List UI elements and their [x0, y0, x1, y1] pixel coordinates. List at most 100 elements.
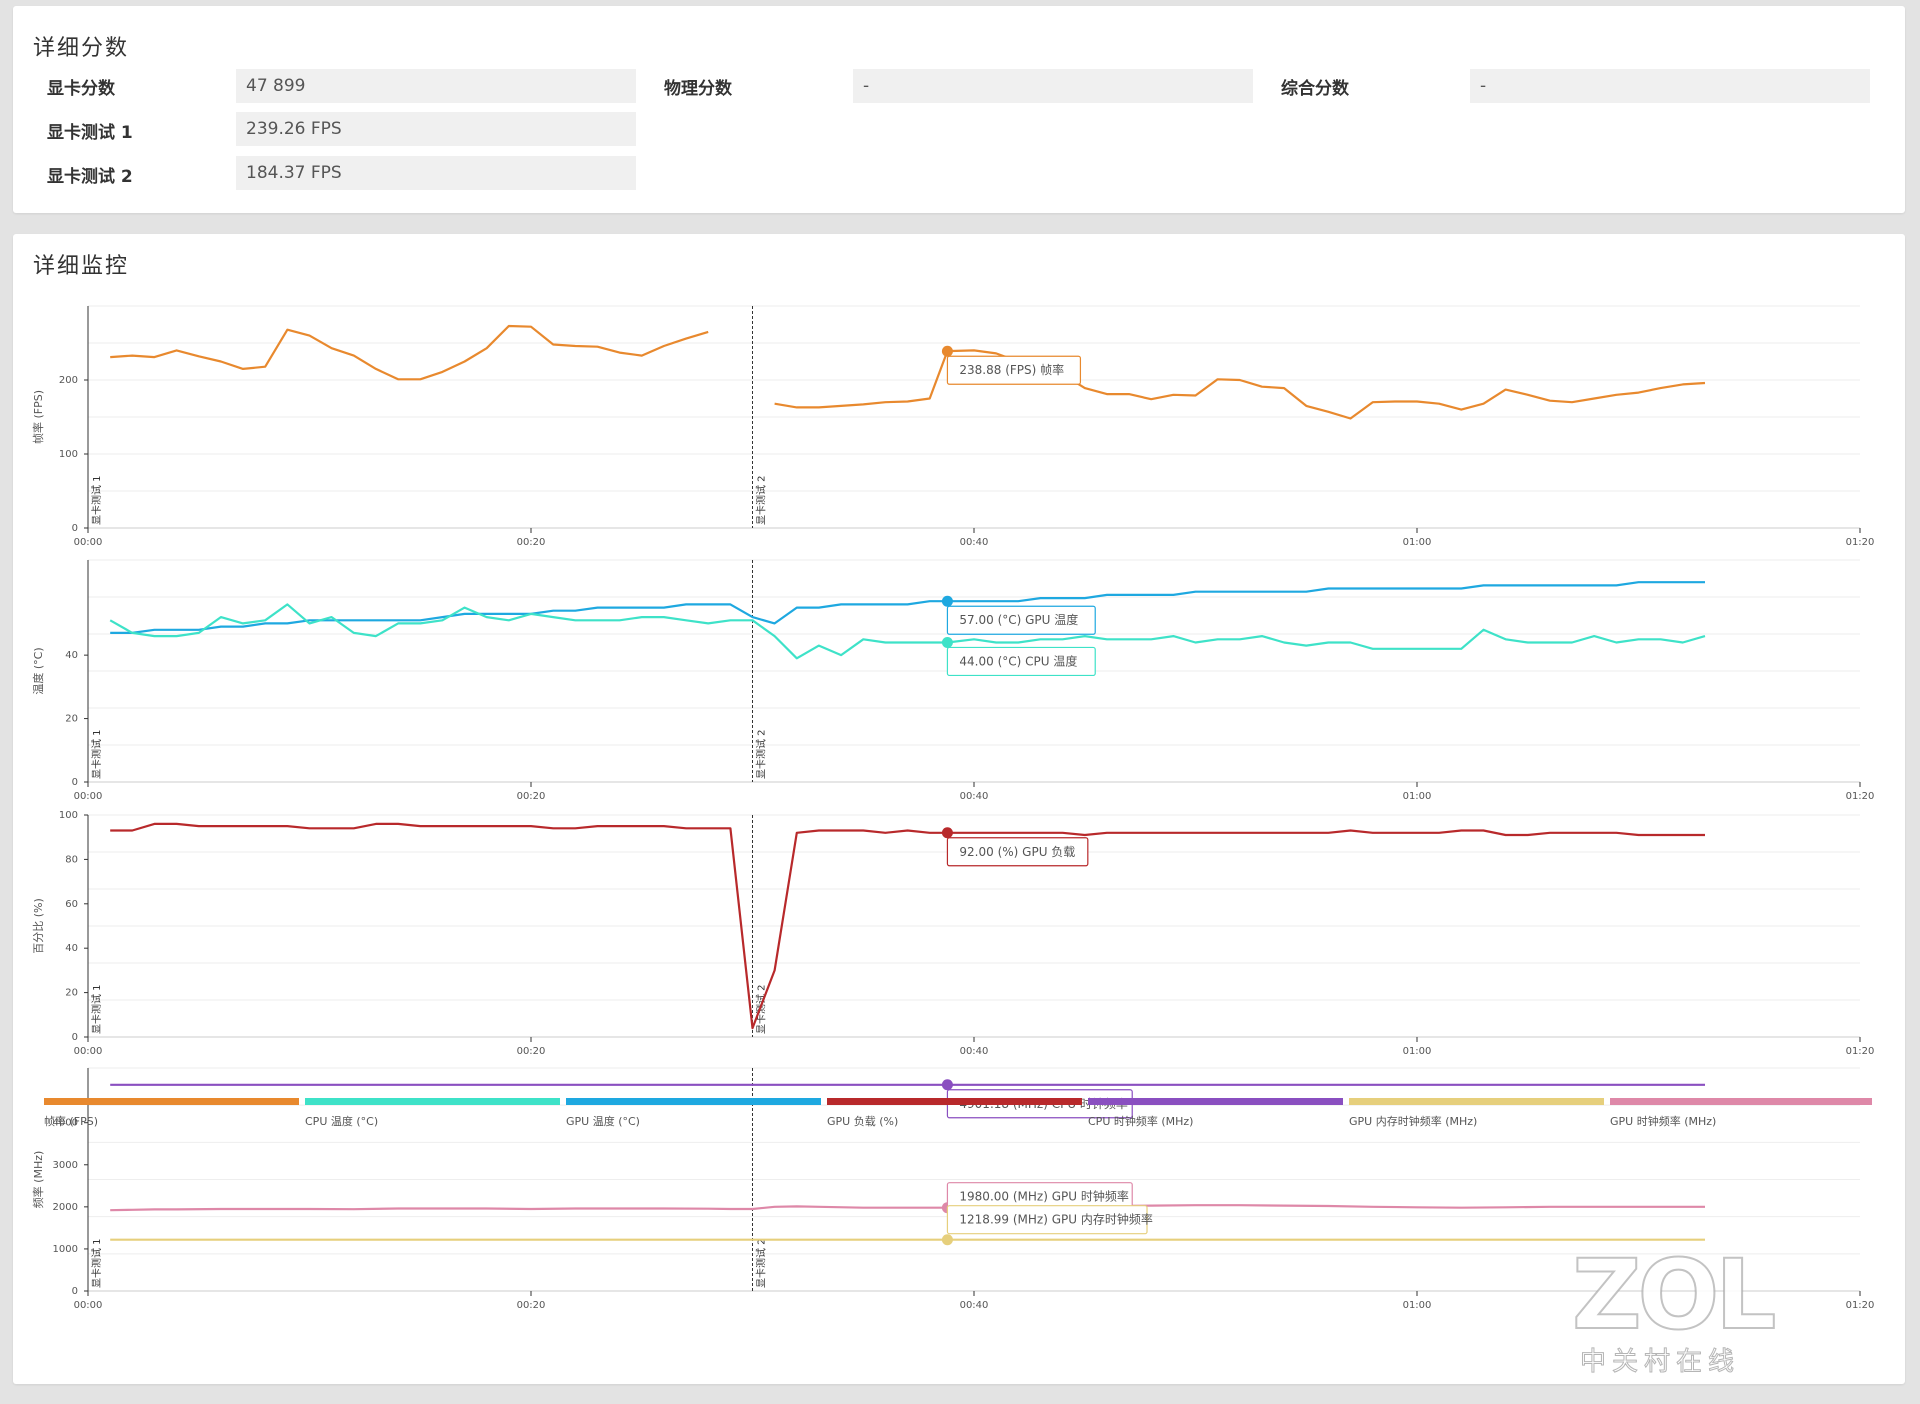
tooltip-text: 238.88 (FPS) 帧率 [959, 362, 1064, 377]
test-marker-label: 显卡测试 1 [90, 984, 103, 1034]
legend-swatch [305, 1098, 560, 1105]
y-tick-label: 20 [65, 714, 78, 725]
series-line [110, 1204, 1705, 1212]
legend-item-cpu-clock[interactable]: CPU 时钟频率 (MHz) [1088, 1098, 1343, 1129]
graphics-score-value: 47 899 [236, 69, 636, 103]
y-tick-label: 0 [72, 1286, 78, 1297]
tooltip-text: 1218.99 (MHz) GPU 内存时钟频率 [959, 1212, 1152, 1227]
zol-watermark: ZOL 中关村在线 [1571, 1239, 1792, 1382]
legend-label: CPU 时钟频率 (MHz) [1088, 1115, 1194, 1128]
y-tick-label: 2000 [53, 1202, 78, 1213]
y-tick-label: 20 [65, 988, 78, 999]
series-line [110, 324, 709, 381]
hover-point [941, 595, 953, 607]
scores-title: 详细分数 [33, 36, 130, 61]
legend-item-gpu-mem-clock[interactable]: GPU 内存时钟频率 (MHz) [1349, 1098, 1604, 1129]
graphics-test1-label: 显卡测试 1 [47, 123, 133, 143]
x-tick-label: 00:00 [74, 1300, 103, 1311]
x-tick-label: 00:40 [960, 1300, 989, 1311]
chart-panel: 0 20 40 温度 (°C) 00:00 00:20 00:40 01:00 01:20 显卡测… [31, 559, 1875, 802]
y-tick-label: 40 [65, 943, 78, 954]
y-tick-label: 0 [72, 777, 78, 788]
scores-panel: 详细分数 显卡分数 47 899 显卡测试 1 239.26 FPS 显卡测试 … [13, 6, 1905, 213]
tooltip-box [946, 646, 1096, 677]
tooltip-box [946, 1205, 1148, 1235]
y-tick-label: 60 [65, 899, 78, 910]
overall-score-label: 综合分数 [1281, 79, 1349, 99]
tooltip-box [946, 605, 1096, 635]
tooltip-text: 57.00 (°C) GPU 温度 [959, 612, 1078, 627]
x-tick-label: 00:20 [517, 537, 546, 548]
watermark-logo: ZOL [1571, 1239, 1777, 1351]
y-axis-label: 温度 (°C) [31, 647, 45, 694]
y-tick-label: 3000 [53, 1160, 78, 1171]
tooltip-text: 1980.00 (MHz) GPU 时钟频率 [959, 1189, 1128, 1204]
legend-item-cpu-temp[interactable]: CPU 温度 (°C) [305, 1098, 560, 1129]
x-tick-label: 00:00 [74, 791, 103, 802]
x-tick-label: 01:00 [1403, 791, 1432, 802]
test-marker-label: 显卡测试 1 [90, 475, 103, 525]
x-tick-label: 00:40 [960, 537, 989, 548]
y-tick-label: 200 [59, 375, 78, 386]
x-tick-label: 01:20 [1846, 537, 1875, 548]
monitor-title: 详细监控 [33, 254, 130, 279]
legend-label: GPU 时钟频率 (MHz) [1610, 1115, 1717, 1128]
tooltip-box [946, 837, 1089, 867]
tooltip-text: 44.00 (°C) CPU 温度 [959, 653, 1077, 668]
y-tick-label: 80 [65, 854, 78, 865]
legend-item-gpu-clock[interactable]: GPU 时钟频率 (MHz) [1610, 1098, 1872, 1129]
hover-point [941, 636, 953, 648]
y-axis-label: 帧率 (FPS) [31, 390, 45, 444]
test-marker-label: 显卡测试 2 [755, 729, 768, 779]
legend-item-gpu-load[interactable]: GPU 负载 (%) [827, 1098, 1082, 1129]
legend-item-fps[interactable]: 帧率 (FPS) [44, 1098, 299, 1129]
y-tick-label: 1000 [53, 1244, 78, 1255]
test-marker-label: 显卡测试 2 [755, 1238, 768, 1288]
y-axis-label: 频率 (MHz) [31, 1151, 45, 1209]
legend-item-gpu-temp[interactable]: GPU 温度 (°C) [566, 1098, 821, 1129]
test-marker-label: 显卡测试 2 [755, 475, 768, 525]
x-tick-label: 00:20 [517, 1300, 546, 1311]
tooltip-box [946, 355, 1082, 385]
chart-panel: 0 1000 2000 3000 4000 频率 (MHz) 00:00 00:20 00:40… [31, 1067, 1874, 1311]
legend-swatch [566, 1098, 821, 1105]
legend-swatch [44, 1098, 299, 1105]
y-tick-label: 4000 [53, 1118, 78, 1129]
legend-label: GPU 温度 (°C) [566, 1115, 640, 1128]
hover-point [941, 1234, 953, 1246]
graphics-test1-value: 239.26 FPS [236, 112, 636, 146]
x-tick-label: 01:20 [1846, 791, 1875, 802]
x-tick-label: 00:20 [517, 1046, 546, 1057]
y-tick-label: 100 [59, 810, 78, 821]
x-tick-label: 01:00 [1403, 1046, 1432, 1057]
hover-point [941, 1079, 953, 1091]
physics-score-label: 物理分数 [664, 79, 732, 99]
physics-score-value: - [853, 69, 1253, 103]
y-axis-label: 百分比 (%) [32, 898, 45, 954]
chart-panel: 0 20 40 60 80 100 百分比 (%) 00:00 00:20 00:40 01:00 0… [32, 810, 1874, 1057]
x-tick-label: 01:00 [1403, 537, 1432, 548]
y-tick-label: 0 [72, 523, 78, 534]
chart-panel: 0 100 200 帧率 (FPS) 00:00 00:20 00:40 01:00 01:20… [31, 305, 1875, 548]
y-tick-label: 100 [59, 449, 78, 460]
legend-label: GPU 内存时钟频率 (MHz) [1349, 1115, 1478, 1128]
legend-label: CPU 温度 (°C) [305, 1115, 379, 1128]
legend-swatch [827, 1098, 1082, 1105]
legend-label: GPU 负载 (%) [827, 1115, 899, 1128]
legend-swatch [1610, 1098, 1872, 1105]
graphics-test2-value: 184.37 FPS [236, 156, 636, 190]
x-tick-label: 00:00 [74, 1046, 103, 1057]
x-tick-label: 00:40 [960, 1046, 989, 1057]
test-marker-label: 显卡测试 1 [90, 1238, 103, 1288]
x-tick-label: 00:40 [960, 791, 989, 802]
watermark-text: 中关村在线 [1580, 1347, 1741, 1378]
legend-swatch [1088, 1098, 1343, 1105]
tooltip-text: 92.00 (%) GPU 负载 [959, 845, 1075, 859]
graphics-score-label: 显卡分数 [47, 79, 115, 99]
y-tick-label: 40 [65, 650, 78, 661]
x-tick-label: 00:00 [74, 537, 103, 548]
graphics-test2-label: 显卡测试 2 [47, 167, 133, 187]
series-line [110, 822, 1705, 1030]
series-line [110, 581, 1705, 635]
